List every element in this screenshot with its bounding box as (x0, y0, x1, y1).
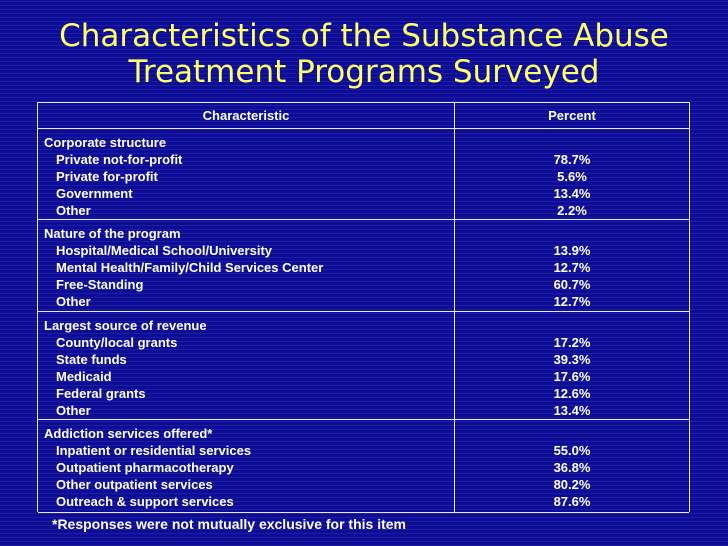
column-divider (454, 220, 455, 312)
item-label: Medicaid (56, 369, 112, 384)
section-values: 55.0% 36.8% 80.2% 87.6% (455, 442, 689, 510)
section-heading: Addiction services offered* (44, 426, 213, 441)
section-nature-of-program: Nature of the program Hospital/Medical S… (38, 219, 689, 312)
item-label: County/local grants (56, 335, 178, 350)
section-revenue-source: Largest source of revenue County/local g… (38, 311, 689, 420)
section-heading: Nature of the program (44, 226, 181, 241)
section-labels: Largest source of revenue County/local g… (44, 317, 449, 419)
item-label: Inpatient or residential services (56, 443, 252, 458)
item-value: 78.7% (553, 152, 591, 167)
slide-title-line-2: Treatment Programs Surveyed (128, 54, 600, 90)
header-characteristic: Characteristic (202, 108, 290, 123)
item-label: Outreach & support services (56, 494, 234, 509)
item-value: 80.2% (553, 477, 591, 492)
section-values: 78.7% 5.6% 13.4% 2.2% (455, 151, 689, 219)
slide-title: Characteristics of the Substance Abuse T… (0, 18, 728, 90)
item-value: 17.2% (553, 335, 591, 350)
item-label: Government (56, 186, 133, 201)
column-divider (454, 129, 455, 220)
item-value: 12.7% (553, 260, 591, 275)
item-value: 87.6% (553, 494, 591, 509)
item-label: Outpatient pharmacotherapy (56, 460, 234, 475)
item-value: 12.7% (553, 294, 591, 309)
section-addiction-services: Addiction services offered* Inpatient or… (38, 419, 689, 513)
item-value: 5.6% (557, 169, 587, 184)
item-label: Free-Standing (56, 277, 144, 292)
footnote: *Responses were not mutually exclusive f… (52, 516, 406, 532)
item-label: Other (56, 294, 91, 309)
item-value: 17.6% (553, 369, 591, 384)
item-value: 2.2% (557, 203, 587, 218)
section-labels: Nature of the program Hospital/Medical S… (44, 225, 449, 310)
item-value: 39.3% (553, 352, 591, 367)
item-label: Mental Health/Family/Child Services Cent… (56, 260, 324, 275)
item-label: Hospital/Medical School/University (56, 243, 272, 258)
item-value: 12.6% (553, 386, 591, 401)
item-label: Federal grants (56, 386, 146, 401)
section-heading: Corporate structure (44, 135, 167, 150)
section-heading: Largest source of revenue (44, 318, 207, 333)
item-value: 55.0% (553, 443, 591, 458)
item-label: State funds (56, 352, 127, 367)
slide-title-line-1: Characteristics of the Substance Abuse (59, 18, 669, 54)
item-value: 60.7% (553, 277, 591, 292)
section-values: 17.2% 39.3% 17.6% 12.6% 13.4% (455, 334, 689, 419)
section-values: 13.9% 12.7% 60.7% 12.7% (455, 242, 689, 310)
column-divider (454, 103, 455, 129)
item-value: 13.4% (553, 403, 591, 418)
item-label: Other (56, 403, 91, 418)
section-labels: Addiction services offered* Inpatient or… (44, 425, 449, 510)
item-value: 13.4% (553, 186, 591, 201)
header-percent: Percent (548, 108, 596, 123)
item-value: 13.9% (553, 243, 591, 258)
characteristics-table: Characteristic Percent Corporate structu… (37, 102, 690, 513)
item-label: Other (56, 203, 91, 218)
item-label: Private for-profit (56, 169, 158, 184)
item-label: Other outpatient services (56, 477, 213, 492)
section-corporate-structure: Corporate structure Private not-for-prof… (38, 128, 689, 220)
column-divider (454, 420, 455, 512)
item-value: 36.8% (553, 460, 591, 475)
item-label: Private not-for-profit (56, 152, 183, 167)
table-header-row: Characteristic Percent (38, 102, 689, 129)
section-labels: Corporate structure Private not-for-prof… (44, 134, 449, 219)
column-divider (454, 312, 455, 420)
